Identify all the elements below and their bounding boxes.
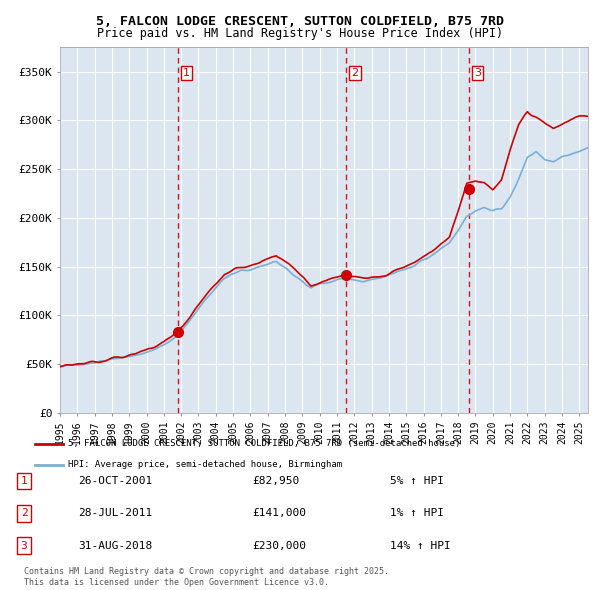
- Text: 28-JUL-2011: 28-JUL-2011: [78, 509, 152, 518]
- Text: 5, FALCON LODGE CRESCENT, SUTTON COLDFIELD, B75 7RD (semi-detached house): 5, FALCON LODGE CRESCENT, SUTTON COLDFIE…: [68, 440, 461, 448]
- Text: 1% ↑ HPI: 1% ↑ HPI: [390, 509, 444, 518]
- Text: Price paid vs. HM Land Registry's House Price Index (HPI): Price paid vs. HM Land Registry's House …: [97, 27, 503, 40]
- Text: 3: 3: [20, 541, 28, 550]
- Text: 14% ↑ HPI: 14% ↑ HPI: [390, 541, 451, 550]
- Text: 1: 1: [183, 68, 190, 78]
- Text: 31-AUG-2018: 31-AUG-2018: [78, 541, 152, 550]
- Text: £141,000: £141,000: [252, 509, 306, 518]
- Text: 2: 2: [20, 509, 28, 518]
- Text: £82,950: £82,950: [252, 476, 299, 486]
- Text: 1: 1: [20, 476, 28, 486]
- Text: 5% ↑ HPI: 5% ↑ HPI: [390, 476, 444, 486]
- Text: 26-OCT-2001: 26-OCT-2001: [78, 476, 152, 486]
- Text: £230,000: £230,000: [252, 541, 306, 550]
- Text: Contains HM Land Registry data © Crown copyright and database right 2025.
This d: Contains HM Land Registry data © Crown c…: [24, 568, 389, 586]
- Text: 2: 2: [352, 68, 359, 78]
- Text: 3: 3: [474, 68, 481, 78]
- Text: HPI: Average price, semi-detached house, Birmingham: HPI: Average price, semi-detached house,…: [68, 460, 342, 469]
- Text: 5, FALCON LODGE CRESCENT, SUTTON COLDFIELD, B75 7RD: 5, FALCON LODGE CRESCENT, SUTTON COLDFIE…: [96, 15, 504, 28]
